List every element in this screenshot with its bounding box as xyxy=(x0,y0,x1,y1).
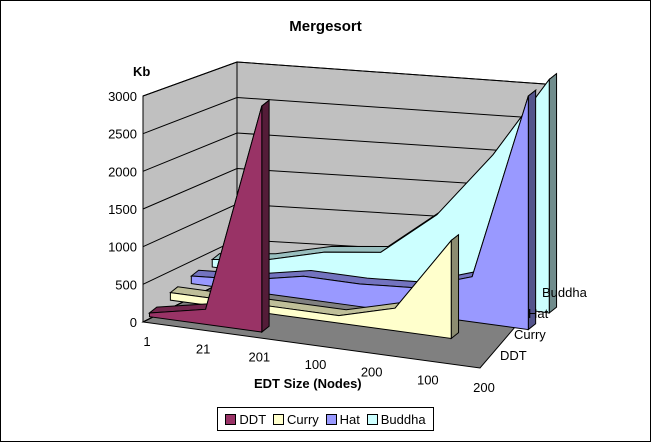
series-end-curry xyxy=(450,233,460,340)
legend-label-ddt: DDT xyxy=(239,411,267,427)
series-area-ddt xyxy=(148,105,263,333)
legend: DDT Curry Hat Buddha xyxy=(217,407,434,431)
x-tick-label: 201 xyxy=(248,349,270,364)
depth-tick-label: Curry xyxy=(514,327,546,342)
legend-item-hat: Hat xyxy=(325,411,360,427)
depth-tick-label: Hat xyxy=(528,306,549,321)
depth-tick-label: Buddha xyxy=(542,285,588,300)
y-tick-label: 1500 xyxy=(108,202,137,217)
grid-line xyxy=(142,132,546,172)
depth-tick-label: DDT xyxy=(500,348,527,363)
series-end-buddha xyxy=(548,72,558,315)
y-tick-label: 0 xyxy=(130,315,137,330)
y-tick-label: 500 xyxy=(115,277,137,292)
legend-item-curry: Curry xyxy=(273,412,319,427)
y-tick-label: 1000 xyxy=(108,240,137,255)
grid-line xyxy=(142,61,546,97)
x-axis-label: EDT Size (Nodes) xyxy=(254,376,362,391)
x-tick-label: 200 xyxy=(473,380,495,395)
legend-label-hat: Hat xyxy=(339,411,360,427)
x-tick-label: 1 xyxy=(143,334,150,349)
series-end-hat xyxy=(527,89,537,331)
grid-line xyxy=(142,96,546,135)
legend-swatch-hat xyxy=(325,413,337,425)
x-tick-label: 100 xyxy=(305,357,327,372)
x-tick-label: 100 xyxy=(417,372,439,387)
x-tick-label: 21 xyxy=(196,342,210,357)
grid-line xyxy=(142,167,546,210)
legend-label-buddha: Buddha xyxy=(380,411,426,427)
y-tick-label: 2500 xyxy=(108,127,137,142)
legend-swatch-curry xyxy=(273,413,284,425)
legend-label-curry: Curry xyxy=(287,411,319,427)
chart-title: Mergesort xyxy=(289,18,362,35)
y-tick-label: 3000 xyxy=(108,89,137,104)
x-tick-label: 200 xyxy=(361,365,383,380)
legend-swatch-ddt xyxy=(225,413,237,425)
y-axis-label: Kb xyxy=(133,64,151,79)
legend-swatch-buddha xyxy=(366,413,378,425)
legend-item-ddt: DDT xyxy=(225,412,266,427)
series-end-ddt xyxy=(261,99,270,334)
legend-item-buddha: Buddha xyxy=(366,411,426,427)
y-tick-label: 2000 xyxy=(108,164,137,179)
